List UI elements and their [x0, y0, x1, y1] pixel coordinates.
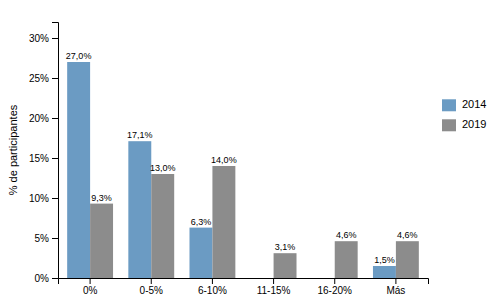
legend-item: 2019 — [442, 118, 486, 131]
y-tick-label: 30% — [29, 33, 49, 44]
y-tick-mark — [52, 78, 58, 79]
bar — [151, 174, 174, 278]
x-tick-label: Más — [386, 285, 405, 296]
y-tick-mark — [52, 238, 58, 239]
legend-swatch — [442, 119, 456, 131]
x-axis: 0% 0-5% 6-10% 11-15% 16-20% Más — [59, 278, 429, 296]
y-tick: 5% — [35, 233, 58, 244]
legend: 2014 2019 — [442, 98, 486, 131]
x-tick: 6-10% — [198, 278, 227, 296]
bar — [251, 278, 274, 279]
y-tick-mark — [52, 198, 58, 199]
y-tick-label: 10% — [29, 193, 49, 204]
y-tick-label: 5% — [35, 233, 50, 244]
x-tick-label: 6-10% — [198, 285, 227, 296]
data-label: 3,1% — [275, 242, 296, 252]
x-tick-label: 0-5% — [140, 285, 163, 296]
bar — [335, 241, 358, 278]
y-tick: 15% — [29, 153, 58, 164]
bar-series — [90, 166, 419, 278]
legend-label: 2019 — [462, 118, 486, 130]
x-tick: 0% — [83, 278, 98, 296]
bars — [67, 62, 419, 278]
y-tick-label: 0% — [35, 273, 50, 284]
y-tick: 10% — [29, 193, 58, 204]
data-label: 1,5% — [374, 255, 395, 265]
x-tick: Más — [386, 278, 405, 296]
y-tick-label: 25% — [29, 73, 49, 84]
x-tick: 16-20% — [318, 278, 353, 296]
data-label: 17,1% — [127, 130, 153, 140]
data-label: 4,6% — [336, 230, 357, 240]
x-tick-mark — [90, 278, 91, 284]
bar — [67, 62, 90, 278]
bar — [373, 266, 396, 278]
legend-label: 2014 — [462, 98, 486, 110]
x-tick: 11-15% — [257, 278, 291, 296]
y-tick-label: 15% — [29, 153, 49, 164]
bar — [396, 241, 419, 278]
chart-svg: 27,0% 17,1% 6,3% 1,5% 9,3% 13,0% 14,0% 3,1% 4,6%… — [0, 0, 500, 308]
y-tick-mark — [52, 38, 58, 39]
y-tick-label: 20% — [29, 113, 49, 124]
plot: 27,0% 17,1% 6,3% 1,5% 9,3% 13,0% 14,0% 3,1% 4,6%… — [29, 23, 429, 297]
data-label: 9,3% — [91, 193, 112, 203]
x-tick-label: 0% — [83, 285, 98, 296]
x-tick-mark — [151, 278, 152, 284]
y-tick: 30% — [29, 33, 58, 44]
x-axis-line — [59, 279, 429, 285]
legend-item: 2014 — [442, 98, 486, 111]
legend-swatch — [442, 99, 456, 111]
y-tick-mark — [52, 158, 58, 159]
chart-container: 27,0% 17,1% 6,3% 1,5% 9,3% 13,0% 14,0% 3,1% 4,6%… — [0, 0, 500, 308]
data-label: 4,6% — [397, 230, 418, 240]
y-tick: 20% — [29, 113, 58, 124]
bar — [312, 278, 335, 279]
data-label: 13,0% — [150, 163, 176, 173]
y-tick: 0% — [35, 273, 58, 284]
bar — [90, 204, 113, 278]
y-tick-mark — [52, 278, 58, 279]
data-label: 14,0% — [211, 155, 237, 165]
y-tick-mark — [52, 118, 58, 119]
x-tick-mark — [273, 278, 274, 284]
y-axis-line — [52, 23, 59, 279]
data-labels: 27,0% 17,1% 6,3% 1,5% 9,3% 13,0% 14,0% 3,1% 4,6%… — [66, 51, 418, 265]
y-tick: 25% — [29, 73, 58, 84]
bar — [128, 141, 151, 278]
x-tick-label: 16-20% — [318, 285, 353, 296]
y-axis: 0% 5% 10% 15% 20% 25% 30% — [29, 23, 59, 284]
bar — [274, 253, 297, 278]
x-tick-mark — [334, 278, 335, 284]
data-label: 6,3% — [191, 217, 212, 227]
x-tick-mark — [212, 278, 213, 284]
x-tick-mark — [395, 278, 396, 284]
bar-series — [67, 62, 396, 278]
x-tick-label: 11-15% — [257, 285, 291, 296]
data-label: 27,0% — [66, 51, 92, 61]
bar — [189, 228, 212, 278]
bar — [212, 166, 235, 278]
x-tick: 0-5% — [140, 278, 163, 296]
y-axis-title: % de participantes — [7, 104, 19, 195]
